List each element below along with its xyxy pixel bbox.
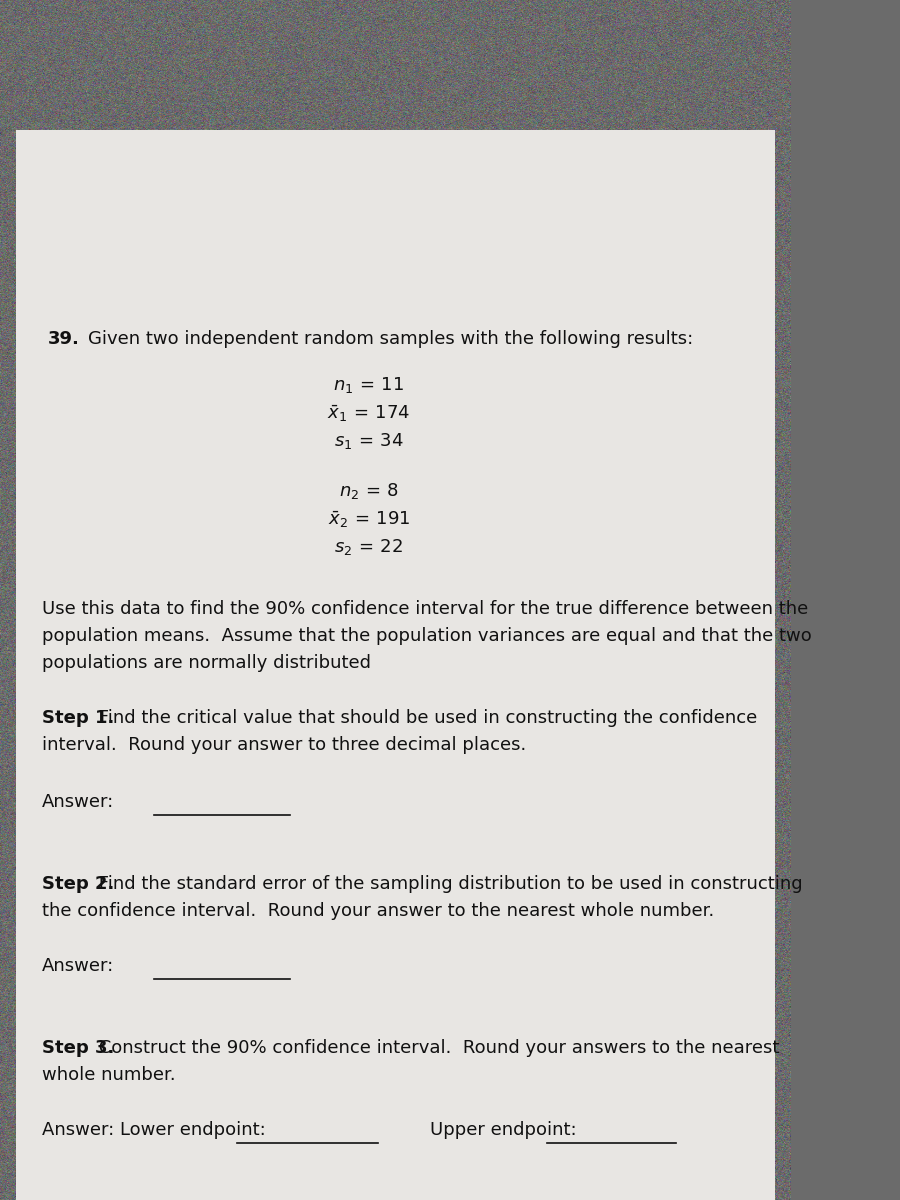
- Text: Answer: Lower endpoint:: Answer: Lower endpoint:: [42, 1121, 266, 1139]
- Text: population means.  Assume that the population variances are equal and that the t: population means. Assume that the popula…: [42, 626, 812, 646]
- Text: Answer:: Answer:: [42, 793, 114, 811]
- Text: Find the critical value that should be used in constructing the confidence: Find the critical value that should be u…: [93, 709, 758, 727]
- FancyBboxPatch shape: [16, 130, 775, 1200]
- Text: Find the standard error of the sampling distribution to be used in constructing: Find the standard error of the sampling …: [93, 875, 803, 893]
- Text: $s_2\, = \,22$: $s_2\, = \,22$: [335, 538, 403, 557]
- Text: Upper endpoint:: Upper endpoint:: [430, 1121, 577, 1139]
- Text: $n_2\, = \,8$: $n_2\, = \,8$: [339, 481, 399, 502]
- Text: Step 1.: Step 1.: [42, 709, 114, 727]
- Text: Step 3.: Step 3.: [42, 1039, 114, 1057]
- Text: populations are normally distributed: populations are normally distributed: [42, 654, 371, 672]
- Text: whole number.: whole number.: [42, 1066, 176, 1084]
- Text: $\bar{x}_1\, = \,174$: $\bar{x}_1\, = \,174$: [328, 403, 410, 424]
- Text: Use this data to find the 90% confidence interval for the true difference betwee: Use this data to find the 90% confidence…: [42, 600, 808, 618]
- Text: Step 2.: Step 2.: [42, 875, 114, 893]
- Text: Given two independent random samples with the following results:: Given two independent random samples wit…: [88, 330, 693, 348]
- Text: Construct the 90% confidence interval.  Round your answers to the nearest: Construct the 90% confidence interval. R…: [93, 1039, 779, 1057]
- Text: the confidence interval.  Round your answer to the nearest whole number.: the confidence interval. Round your answ…: [42, 902, 715, 920]
- Text: $s_1\, = \,34$: $s_1\, = \,34$: [334, 431, 404, 451]
- Text: $\bar{x}_2\, = \,191$: $\bar{x}_2\, = \,191$: [328, 509, 410, 529]
- Text: Answer:: Answer:: [42, 958, 114, 974]
- Text: interval.  Round your answer to three decimal places.: interval. Round your answer to three dec…: [42, 736, 526, 754]
- Text: 39.: 39.: [49, 330, 80, 348]
- Text: $n_1\, = \,11$: $n_1\, = \,11$: [333, 374, 404, 395]
